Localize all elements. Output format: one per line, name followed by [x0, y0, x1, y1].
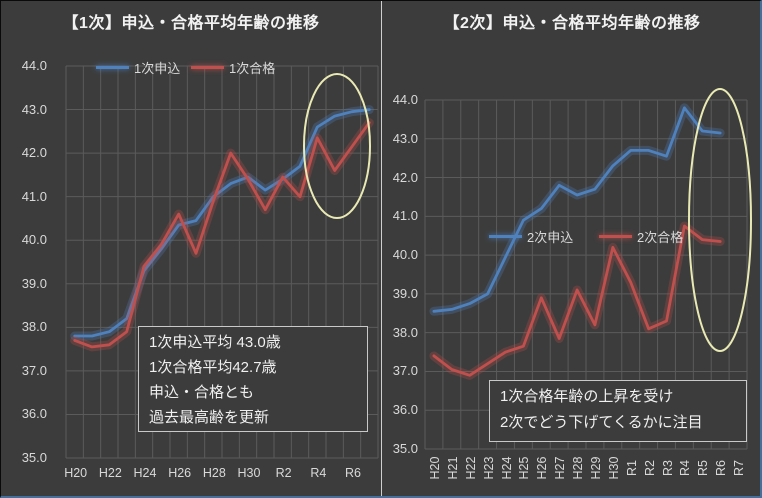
- x-axis-tick-label: H30: [237, 466, 261, 480]
- y-axis-tick-label: 35.0: [21, 450, 47, 465]
- x-axis-tick-label: H22: [463, 456, 478, 480]
- highlight-ellipse: [688, 88, 752, 352]
- x-axis-tick-label: R7: [732, 460, 747, 476]
- x-axis-tick-label: H27: [553, 456, 568, 480]
- annotation-box: 1次申込平均 43.0歳 1次合格平均42.7歳 申込・合格とも 過去最高齢を更新: [138, 326, 368, 432]
- y-axis-tick-label: 44.0: [392, 92, 418, 107]
- x-axis-tick-label: H24: [499, 456, 514, 480]
- y-axis-tick-label: 39.0: [392, 285, 418, 301]
- y-axis-tick-label: 36.0: [21, 406, 47, 422]
- y-axis-tick-label: 42.0: [21, 145, 47, 161]
- x-axis-tick-label: R1: [624, 460, 639, 476]
- legend-item-pass: 1次合格: [191, 60, 276, 76]
- y-axis-tick-label: 35.0: [392, 441, 418, 456]
- x-axis-tick-label: R6: [714, 460, 729, 476]
- legend-label: 2次合格: [637, 230, 684, 245]
- x-axis-tick-label: H20: [427, 456, 442, 480]
- legend-label: 2次申込: [527, 230, 574, 245]
- chart-title-2nd: 【2次】申込・合格平均年齢の推移: [443, 15, 701, 32]
- x-axis-tick-label: H21: [445, 456, 460, 480]
- y-axis-tick-label: 39.0: [21, 275, 47, 291]
- x-axis-tick-label: H28: [571, 456, 586, 480]
- x-axis-tick-label: R4: [678, 460, 693, 476]
- y-axis-tick-label: 43.0: [392, 130, 418, 146]
- y-axis-tick-label: 40.0: [21, 232, 47, 248]
- x-axis-tick-label: R4: [310, 466, 327, 480]
- legend-line-sample: [489, 235, 522, 238]
- legend-label: 1次申込: [134, 61, 181, 76]
- x-axis-tick-label: H26: [168, 466, 192, 480]
- y-axis-tick-label: 37.0: [392, 363, 418, 379]
- legend-label: 1次合格: [229, 61, 276, 76]
- y-axis-tick-label: 44.0: [21, 58, 47, 73]
- y-axis-tick-label: 38.0: [21, 319, 47, 335]
- pass-series-line: [432, 224, 722, 377]
- y-axis-tick-label: 42.0: [392, 169, 418, 185]
- legend-line-sample: [96, 66, 129, 69]
- pass-series-line: [73, 121, 371, 349]
- annotation-line: 2次でどう下げてくるかに注目: [500, 414, 703, 431]
- x-axis-tick-label: H28: [202, 466, 226, 480]
- legend-line-sample: [599, 235, 632, 238]
- x-axis-tick-label: H24: [133, 466, 157, 480]
- annotation-line: 1次合格平均42.7歳: [149, 359, 277, 376]
- x-axis-tick-label: H20: [64, 466, 88, 480]
- annotation-line: 申込・合格とも: [149, 384, 255, 401]
- apply-series-line: [73, 108, 371, 338]
- y-axis-tick-label: 36.0: [392, 402, 418, 418]
- annotation-box: 1次合格年齢の上昇を受け 2次でどう下げてくるかに注目: [489, 380, 747, 442]
- x-axis-tick-label: H30: [606, 456, 621, 480]
- legend-item-pass: 2次合格: [599, 229, 684, 245]
- x-axis-tick-label: R2: [275, 466, 292, 480]
- y-axis-tick-label: 38.0: [392, 324, 418, 340]
- highlight-ellipse: [303, 73, 371, 219]
- x-axis-tick-label: H29: [588, 456, 603, 480]
- x-axis-tick-label: R2: [642, 460, 657, 476]
- panel-divider: [381, 1, 382, 496]
- legend-item-apply: 1次申込: [96, 60, 181, 76]
- chart-title-1st: 【1次】申込・合格平均年齢の推移: [62, 15, 320, 32]
- y-axis-tick-label: 41.0: [392, 208, 418, 224]
- x-axis-tick-label: H26: [535, 456, 550, 480]
- x-axis-tick-label: R5: [696, 460, 711, 476]
- y-axis-tick-label: 40.0: [392, 247, 418, 263]
- legend-item-apply: 2次申込: [489, 229, 574, 245]
- chart-1st-stage[interactable]: 【1次】申込・合格平均年齢の推移 44.0 43.0 42.0 41.0 40.0 39.…: [1, 1, 381, 495]
- plot-area-2nd: [424, 88, 752, 450]
- y-axis-tick-label: 41.0: [21, 188, 47, 204]
- apply-series-line: [432, 106, 722, 313]
- x-axis-tick-label: H22: [98, 466, 122, 480]
- x-axis-tick-label: R3: [660, 460, 675, 476]
- legend-line-sample: [191, 66, 224, 69]
- chart-2nd-stage[interactable]: 【2次】申込・合格平均年齢の推移 44.0 43.0 42.0 41.0 40.0 39.…: [382, 1, 760, 495]
- y-axis-tick-label: 43.0: [21, 101, 47, 117]
- x-axis-tick-label: H23: [481, 456, 496, 480]
- x-axis-tick-label: H25: [517, 456, 532, 480]
- annotation-line: 1次申込平均 43.0歳: [149, 334, 281, 351]
- x-axis-tick-label: R6: [345, 466, 361, 480]
- y-axis-tick-label: 37.0: [21, 362, 47, 378]
- annotation-line: 1次合格年齢の上昇を受け: [500, 388, 674, 405]
- annotation-line: 過去最高齢を更新: [149, 409, 270, 426]
